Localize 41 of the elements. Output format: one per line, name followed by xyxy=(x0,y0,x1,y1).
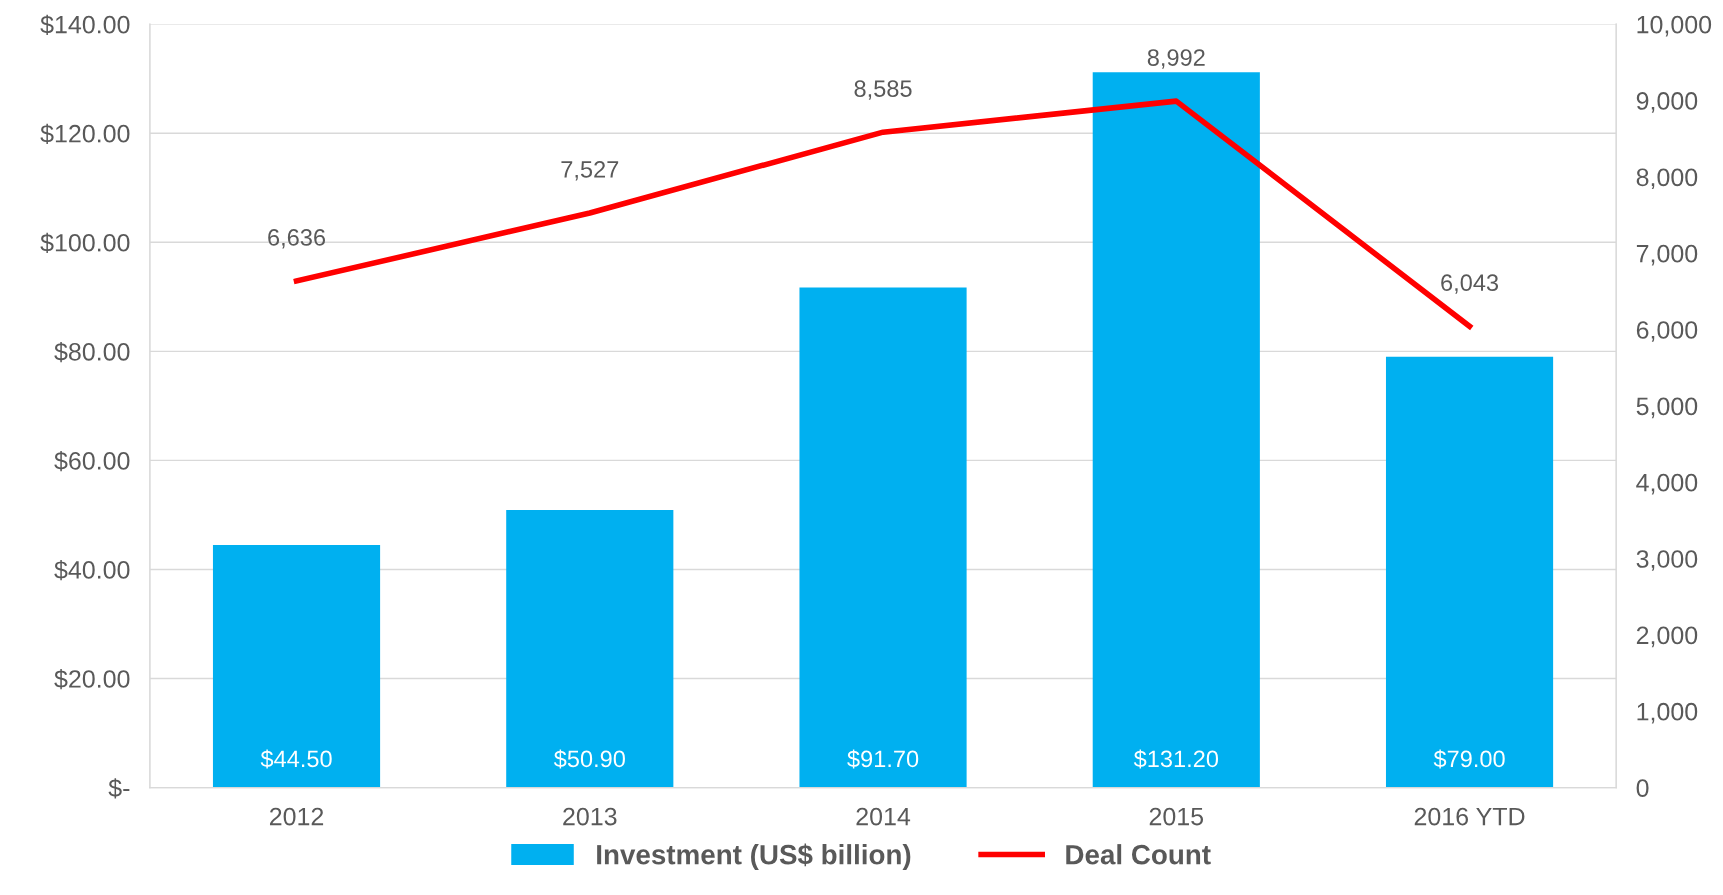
data-label: $44.50 xyxy=(260,749,332,769)
data-label: $91.70 xyxy=(847,749,919,769)
bar xyxy=(1092,72,1260,788)
y-tick-label: $100.00 xyxy=(40,232,130,254)
x-tick-label: 2016 YTD xyxy=(1414,807,1525,826)
data-label: 8,992 xyxy=(1147,49,1205,69)
y2-tick-label: 5,000 xyxy=(1636,397,1698,419)
y2-tick-label: 8,000 xyxy=(1636,168,1698,190)
y2-tick-label: 2,000 xyxy=(1636,626,1698,648)
bar xyxy=(212,544,381,788)
legend-label: Investment (US$ billion) xyxy=(597,843,911,870)
y2-tick-label: 7,000 xyxy=(1636,244,1698,266)
y-tick-label: $20.00 xyxy=(54,669,130,690)
x-tick-label: 2015 xyxy=(1149,807,1204,826)
y2-tick-label: 1,000 xyxy=(1637,702,1698,724)
x-tick-label: 2014 xyxy=(856,807,911,826)
y2-tick-label: 3,000 xyxy=(1636,550,1698,571)
y-tick-label: $40.00 xyxy=(54,560,130,581)
data-label: $79.00 xyxy=(1433,749,1505,769)
data-label: 7,527 xyxy=(561,161,619,181)
bar xyxy=(1385,356,1554,788)
data-label: $50.90 xyxy=(553,749,625,769)
bar xyxy=(799,287,967,788)
y-tick-label: $60.00 xyxy=(54,450,130,472)
x-tick-label: 2013 xyxy=(563,807,617,826)
y2-tick-label: 0 xyxy=(1636,779,1649,797)
data-label: 6,043 xyxy=(1441,274,1499,294)
data-label: 8,585 xyxy=(854,80,912,100)
y2-tick-label: 9,000 xyxy=(1636,92,1698,113)
y2-tick-label: 10,000 xyxy=(1637,15,1712,37)
y-tick-label: $140.00 xyxy=(40,14,130,35)
bar xyxy=(506,510,674,788)
y-tick-label: $120.00 xyxy=(40,123,130,145)
y-tick-label: $- xyxy=(108,778,130,799)
y2-tick-label: 6,000 xyxy=(1636,321,1698,342)
y2-tick-label: 4,000 xyxy=(1636,473,1698,495)
y-tick-label: $80.00 xyxy=(54,341,130,363)
data-label: $131.20 xyxy=(1133,749,1219,769)
data-label: 6,636 xyxy=(268,229,326,249)
legend-label: Deal Count xyxy=(1066,844,1211,865)
x-tick-label: 2012 xyxy=(269,807,324,826)
